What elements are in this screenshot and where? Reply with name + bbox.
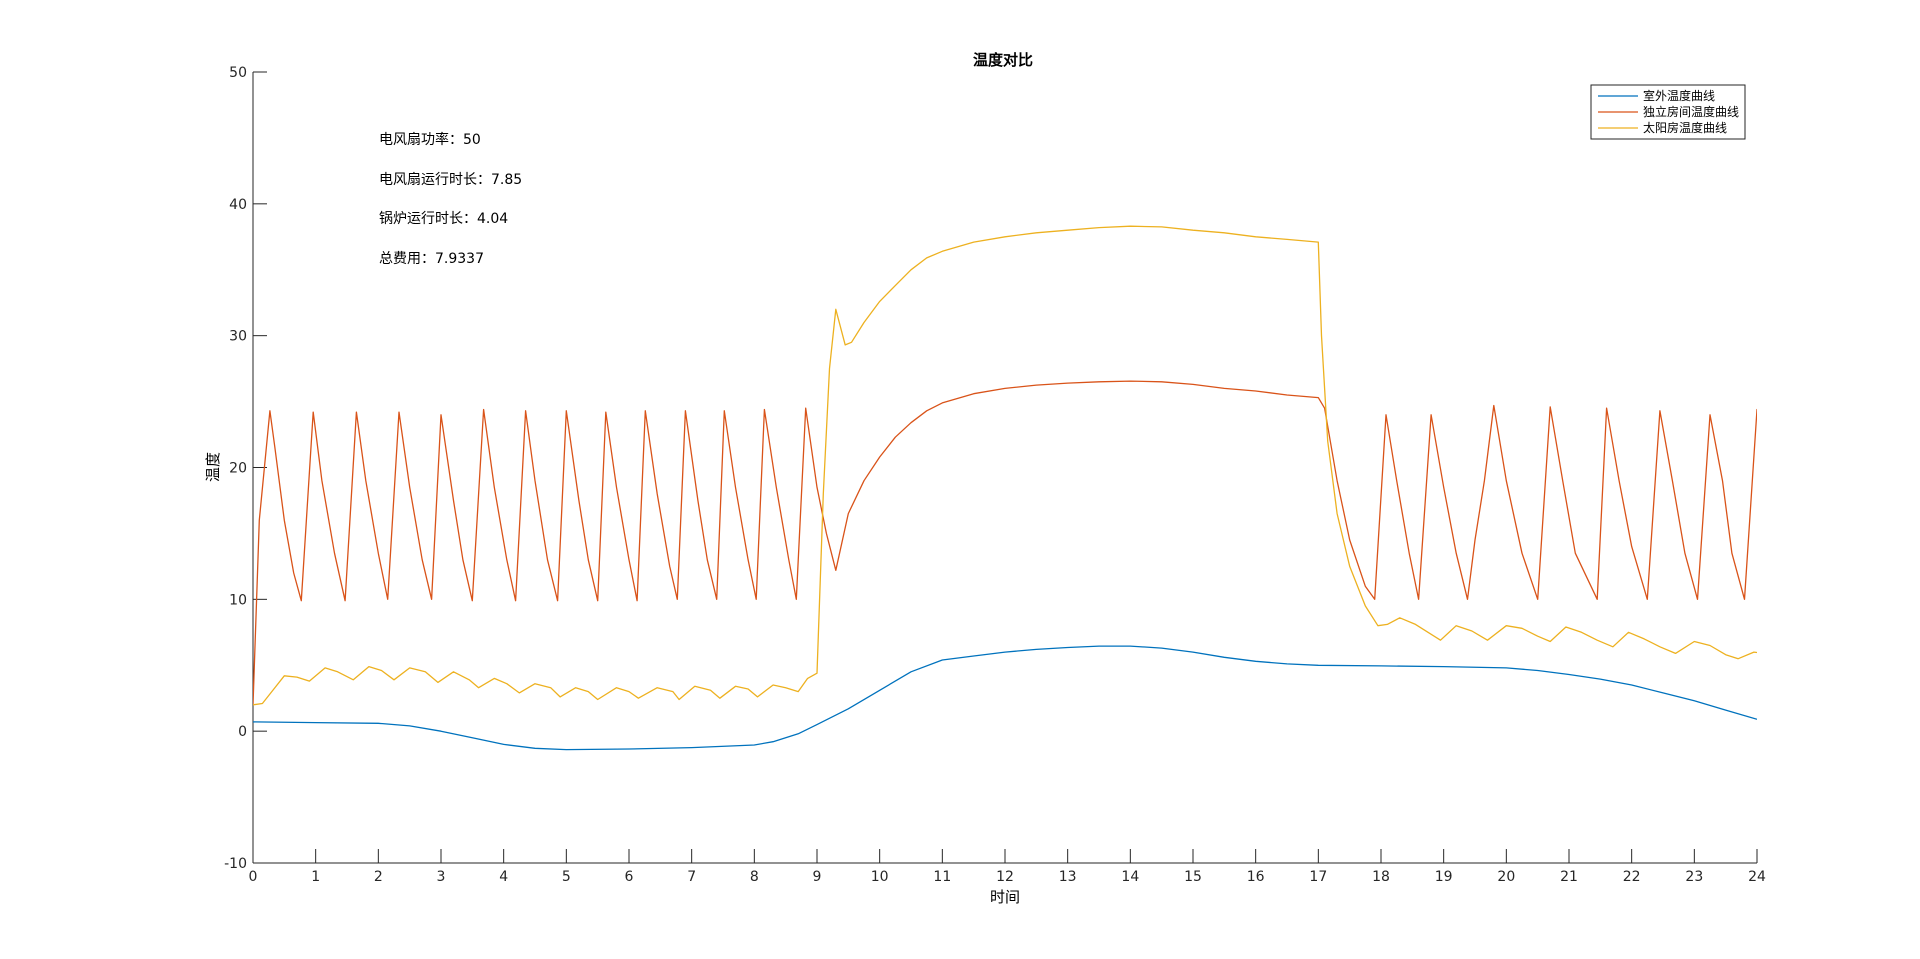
y-axis-label: 温度 [204, 452, 222, 482]
y-tick-label: 10 [229, 592, 247, 608]
annotation-fan-runtime: 电风扇运行时长：7.85 [379, 172, 522, 188]
x-tick-label: 2 [374, 869, 383, 885]
x-tick-label: 13 [1059, 869, 1077, 885]
x-tick-label: 18 [1372, 869, 1390, 885]
x-tick-label: 7 [687, 869, 696, 885]
x-tick-label: 1 [311, 869, 320, 885]
x-tick-label: 16 [1247, 869, 1265, 885]
x-tick-label: 4 [499, 869, 508, 885]
annotation-fan-power: 电风扇功率：50 [379, 131, 481, 148]
x-tick-label: 6 [625, 869, 634, 885]
x-tick-label: 15 [1184, 869, 1202, 885]
legend-label-room: 独立房间温度曲线 [1643, 104, 1739, 119]
y-tick-label: -10 [224, 856, 247, 872]
x-tick-label: 12 [996, 869, 1014, 885]
annotation-boiler-runtime: 锅炉运行时长：4.04 [379, 211, 508, 227]
x-tick-label: 22 [1623, 869, 1641, 885]
x-tick-label: 21 [1560, 869, 1578, 885]
x-tick-label: 10 [871, 869, 889, 885]
legend-label-sunroom: 太阳房温度曲线 [1643, 120, 1727, 135]
x-tick-label: 11 [933, 869, 951, 885]
x-tick-label: 8 [750, 869, 759, 885]
x-tick-label: 14 [1121, 869, 1139, 885]
x-tick-label: 3 [437, 869, 446, 885]
y-tick-label: 20 [229, 461, 247, 477]
x-tick-label: 17 [1309, 869, 1327, 885]
x-tick-label: 20 [1497, 869, 1515, 885]
x-tick-label: 9 [813, 869, 822, 885]
legend-label-outdoor: 室外温度曲线 [1643, 88, 1715, 103]
x-axis-label: 时间 [990, 888, 1020, 906]
x-tick-label: 19 [1435, 869, 1453, 885]
y-tick-label: 40 [229, 197, 247, 213]
x-tick-label: 5 [562, 869, 571, 885]
y-tick-label: 0 [238, 724, 247, 740]
x-tick-label: 24 [1748, 869, 1766, 885]
chart-title: 温度对比 [973, 51, 1033, 69]
y-tick-label: 30 [229, 329, 247, 345]
legend: 室外温度曲线 独立房间温度曲线 太阳房温度曲线 [1591, 85, 1745, 139]
y-tick-label: 50 [229, 65, 247, 81]
annotation-total-cost: 总费用：7.9337 [379, 251, 484, 267]
x-tick-label: 0 [249, 869, 258, 885]
x-tick-label: 23 [1685, 869, 1703, 885]
